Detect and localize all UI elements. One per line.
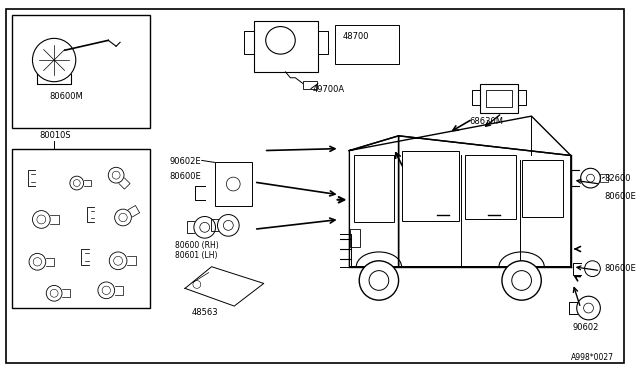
Bar (480, 84, 518, 113)
Circle shape (194, 217, 216, 238)
Bar (465, 155, 516, 219)
Text: 80600E: 80600E (604, 264, 636, 273)
Circle shape (580, 168, 600, 188)
Text: 82600: 82600 (604, 174, 631, 183)
Bar (12, 15, 150, 128)
Text: A998*0027: A998*0027 (571, 353, 614, 362)
Text: 90602E: 90602E (169, 157, 201, 166)
Text: 90602: 90602 (573, 323, 599, 332)
Bar (355, 155, 394, 222)
Polygon shape (349, 136, 399, 267)
Circle shape (359, 261, 399, 300)
Text: 80600M: 80600M (49, 92, 83, 100)
Bar (600, 174, 608, 182)
Text: 80600 (RH): 80600 (RH) (175, 241, 219, 250)
Circle shape (369, 271, 388, 290)
Circle shape (502, 261, 541, 300)
Text: 48563: 48563 (192, 308, 218, 317)
Circle shape (584, 261, 600, 276)
Text: 49700A: 49700A (313, 85, 345, 94)
Circle shape (218, 215, 239, 236)
Circle shape (577, 296, 600, 320)
Bar (12, 148, 150, 308)
Circle shape (512, 271, 531, 290)
Text: 80010S: 80010S (40, 131, 71, 140)
Text: 80601 (LH): 80601 (LH) (175, 251, 218, 260)
Text: 80600E: 80600E (604, 192, 636, 201)
Bar (401, 151, 459, 221)
Bar (486, 90, 512, 107)
Bar (350, 229, 360, 247)
Bar (254, 21, 318, 72)
Polygon shape (399, 136, 571, 267)
Polygon shape (349, 116, 571, 155)
Text: 80600E: 80600E (169, 172, 201, 181)
Bar (214, 163, 252, 206)
Polygon shape (185, 267, 264, 306)
Text: 48700: 48700 (342, 32, 369, 41)
Bar (522, 160, 563, 218)
Bar (303, 81, 317, 89)
Bar (335, 25, 399, 64)
Text: 68630M: 68630M (469, 117, 503, 126)
